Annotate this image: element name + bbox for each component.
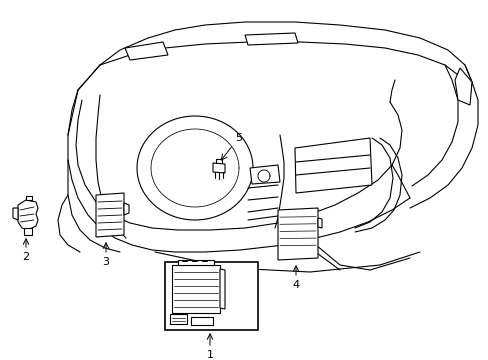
Polygon shape (278, 208, 317, 260)
Polygon shape (18, 200, 38, 230)
Polygon shape (178, 260, 214, 265)
Polygon shape (13, 208, 18, 220)
Polygon shape (172, 265, 220, 313)
Polygon shape (454, 68, 471, 105)
Polygon shape (220, 269, 224, 309)
Text: 4: 4 (292, 280, 299, 290)
Polygon shape (124, 203, 129, 215)
Polygon shape (96, 193, 124, 237)
Polygon shape (24, 228, 32, 235)
Polygon shape (164, 262, 258, 330)
Polygon shape (244, 33, 297, 45)
Text: 2: 2 (22, 252, 29, 262)
Polygon shape (170, 314, 186, 324)
Polygon shape (294, 138, 371, 193)
Text: 5: 5 (235, 133, 242, 143)
Polygon shape (317, 218, 321, 228)
Polygon shape (125, 42, 168, 60)
Text: 1: 1 (206, 350, 213, 360)
Polygon shape (249, 165, 280, 184)
Polygon shape (213, 163, 224, 173)
Polygon shape (191, 317, 213, 325)
Polygon shape (26, 196, 32, 200)
Text: 3: 3 (102, 257, 109, 267)
